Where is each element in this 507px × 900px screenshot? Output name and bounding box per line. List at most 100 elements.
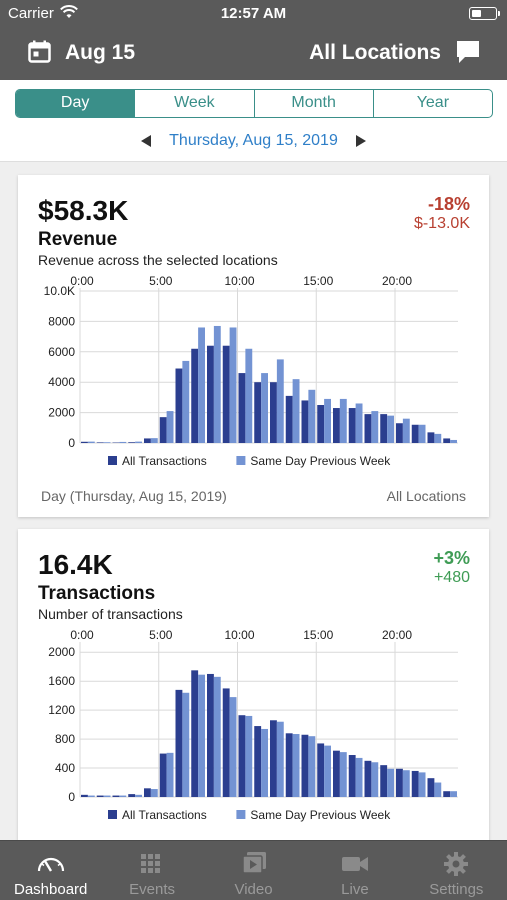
bar xyxy=(276,721,284,797)
bar xyxy=(427,778,435,797)
bar xyxy=(229,327,237,443)
gear-icon xyxy=(444,852,469,876)
bar xyxy=(324,398,331,443)
legend-label: All Transactions xyxy=(122,808,207,822)
bar xyxy=(245,348,253,443)
bar xyxy=(159,417,167,443)
period-selector: Day Week Month Year Thursday, Aug 15, 20… xyxy=(0,80,507,162)
transactions-change-amount: +480 xyxy=(433,569,470,586)
camera-icon xyxy=(341,857,368,871)
tab-dashboard[interactable]: Dashboard xyxy=(0,841,101,900)
tab-live[interactable]: Live xyxy=(304,841,405,900)
bar xyxy=(317,405,325,443)
bar xyxy=(144,788,151,797)
bar xyxy=(292,734,300,797)
tab-month[interactable]: Month xyxy=(253,90,373,117)
transactions-card[interactable]: 16.4K Transactions Number of transaction… xyxy=(18,529,489,849)
calendar-icon[interactable] xyxy=(28,40,51,63)
bottom-tab-bar: Dashboard Events Video Live xyxy=(0,840,507,900)
tab-label: Settings xyxy=(429,881,484,898)
carrier-label: Carrier xyxy=(8,5,54,22)
tab-year[interactable]: Year xyxy=(372,90,492,117)
bar xyxy=(387,768,394,797)
y-tick-label: 400 xyxy=(55,761,75,775)
header-date[interactable]: Aug 15 xyxy=(65,41,136,64)
bar xyxy=(81,441,88,443)
bar xyxy=(348,408,356,443)
selected-date[interactable]: Thursday, Aug 15, 2019 xyxy=(169,132,338,149)
chat-icon[interactable] xyxy=(455,39,481,65)
tab-label: Events xyxy=(129,881,176,898)
bar xyxy=(434,782,442,797)
bar xyxy=(380,765,388,797)
bar xyxy=(355,403,363,443)
bar xyxy=(103,795,111,797)
location-selector[interactable]: All Locations xyxy=(309,41,441,64)
revenue-title: Revenue xyxy=(38,229,118,250)
previous-date-arrow-icon[interactable] xyxy=(141,135,151,147)
bar xyxy=(261,728,268,797)
x-tick-label: 5:00 xyxy=(149,274,173,288)
bar xyxy=(87,795,95,797)
bar xyxy=(308,389,316,443)
bar xyxy=(112,795,120,797)
transactions-chart: 0 400 800 1200 1600 2000 0:00 5:00 10:00 15:00 20:… xyxy=(48,628,458,822)
bar xyxy=(135,441,142,443)
tab-video[interactable]: Video xyxy=(203,841,304,900)
bar xyxy=(135,794,142,797)
bar xyxy=(175,368,183,443)
battery-icon xyxy=(469,7,500,20)
legend-label: All Transactions xyxy=(122,454,207,468)
tab-day[interactable]: Day xyxy=(16,90,135,117)
gauge-icon xyxy=(37,857,64,872)
bar xyxy=(371,762,379,797)
revenue-card[interactable]: $58.3K Revenue Revenue across the select… xyxy=(18,175,489,517)
bar xyxy=(119,441,127,443)
bar xyxy=(450,439,457,443)
bar xyxy=(396,768,403,797)
bar xyxy=(427,432,435,443)
clock: 12:57 AM xyxy=(220,5,287,22)
bar xyxy=(213,676,221,797)
bar xyxy=(380,414,388,443)
bar xyxy=(317,743,325,797)
bar xyxy=(254,382,262,443)
transactions-title: Transactions xyxy=(38,583,156,604)
bar xyxy=(339,398,347,443)
y-tick-label: 800 xyxy=(55,732,75,746)
revenue-value: $58.3K xyxy=(38,195,129,226)
next-date-arrow-icon[interactable] xyxy=(356,135,366,147)
bar xyxy=(387,415,394,443)
status-bar: Carrier 12:57 AM xyxy=(0,0,507,28)
bar xyxy=(150,789,158,797)
y-tick-label: 1200 xyxy=(48,703,75,717)
tab-events[interactable]: Events xyxy=(101,841,202,900)
x-tick-label: 5:00 xyxy=(149,628,173,642)
legend-swatch xyxy=(236,810,246,819)
x-tick-label: 20:00 xyxy=(382,274,412,288)
bar xyxy=(207,345,214,443)
bar xyxy=(276,359,284,443)
tab-label: Live xyxy=(341,881,369,898)
bar xyxy=(128,442,136,443)
y-tick-label: 4000 xyxy=(48,375,75,389)
period-segmented-control: Day Week Month Year xyxy=(15,89,493,118)
bar xyxy=(324,745,331,797)
bar xyxy=(443,791,451,797)
bar xyxy=(159,753,167,797)
bar xyxy=(96,442,104,443)
x-tick-label: 10:00 xyxy=(224,274,254,288)
tab-week[interactable]: Week xyxy=(134,90,253,117)
transactions-change-percent: +3% xyxy=(433,548,470,568)
video-icon xyxy=(241,852,266,874)
bar xyxy=(333,750,340,797)
x-tick-label: 15:00 xyxy=(303,628,333,642)
y-tick-label: 2000 xyxy=(48,406,75,420)
bar xyxy=(198,327,205,443)
bar xyxy=(166,752,174,797)
bar xyxy=(285,395,293,443)
tab-settings[interactable]: Settings xyxy=(406,841,507,900)
tab-label: Video xyxy=(234,881,273,898)
bar xyxy=(166,411,174,443)
bar xyxy=(333,408,340,443)
